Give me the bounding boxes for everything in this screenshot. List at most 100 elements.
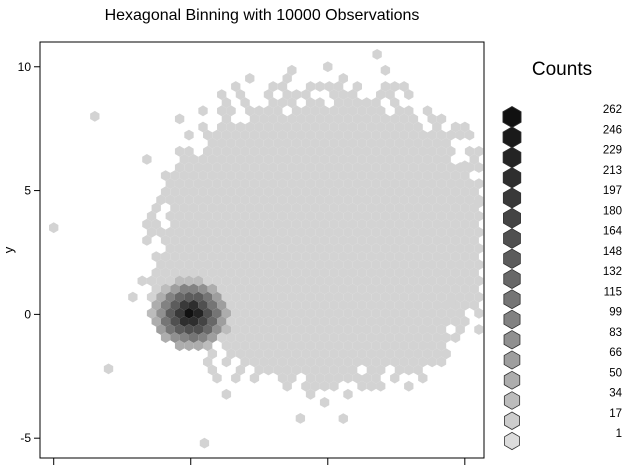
hex-bin [446,243,456,254]
hex-bin [390,259,400,271]
hex-bin [179,267,189,279]
hex-bin [408,356,419,368]
hex-bin [333,113,344,125]
hex-bin [418,210,428,222]
hex-bin [343,291,353,303]
hex-bin [474,291,484,303]
hex-bin [352,307,362,319]
hex-bin [319,235,330,246]
hex-bin [436,259,447,271]
hex-bin [394,235,405,246]
hex-bin [310,299,320,311]
hex-bin [436,210,447,222]
hex-bin [259,243,269,254]
hex-bin [404,267,414,279]
hex-bin [427,340,437,352]
hex-bin [352,97,362,109]
hex-bin [338,218,348,230]
hex-bin [352,275,362,287]
hex-bin [240,275,250,287]
hex-bin [427,324,437,335]
y-tick-label: 10 [18,60,32,74]
hex-bin [422,316,433,327]
hex-bin [193,210,203,222]
hex-bin [362,113,372,125]
hex-bin [376,105,386,117]
hex-bin [160,267,171,279]
hex-bin [198,235,208,246]
hex-bin [142,218,152,230]
hex-bin [305,162,316,173]
hex-bin [226,202,236,214]
hex-bin [221,226,232,238]
hex-bin [291,137,302,149]
hex-bin [366,121,377,133]
hex-bin [165,259,175,271]
hex-bin [324,291,334,303]
hex-bin [347,186,358,198]
hex-bin [422,299,433,311]
hex-bin [333,129,344,141]
hex-bin [469,251,479,262]
hex-bin [464,194,475,206]
hex-bin [408,145,419,157]
hex-bin [240,226,250,238]
hex-bin [390,324,400,335]
hex-bin [235,251,246,262]
hex-bin [394,251,405,262]
hex-bin [380,210,391,222]
hex-bin [249,259,260,271]
hex-bin [315,340,325,352]
hex-bin [460,299,470,311]
hex-bin [240,194,250,206]
hex-bin [376,332,386,343]
hex-bin [179,186,189,198]
hex-bin [338,283,348,295]
legend: 262 246 229 213 197 180 164 148 132 115 99 83 66 50 34… [502,104,623,451]
hex-bin [151,283,161,295]
hex-bin [357,186,367,198]
hex-bin [343,356,353,368]
hex-bin [212,129,222,141]
hex-bin [221,275,232,287]
hex-bin [240,178,250,190]
hex-bin [408,113,419,125]
hex-bin [347,218,358,230]
hex-bin [231,129,241,141]
hex-bin [404,121,414,133]
hex-bin [217,137,227,149]
hex-bin [221,291,232,303]
hex-bin [142,154,152,165]
hex-bin [413,235,423,246]
hex-bin [324,113,334,125]
legend-label: 50 [609,367,622,379]
hex-bin [198,170,208,181]
hex-bin [371,243,381,254]
hex-bin [282,154,292,165]
hex-bin [329,235,339,246]
hex-bin [469,235,479,246]
hex-bin [469,154,479,165]
hex-bin [282,89,292,100]
hex-bin [352,145,362,157]
hex-bin [226,218,236,230]
hex-bin [188,235,199,246]
hex-bin [422,348,433,360]
hex-bin [231,259,241,271]
hex-bin [287,243,297,254]
hex-bin [371,340,381,352]
hex-bin [347,137,358,149]
hex-bin [324,194,334,206]
hex-bin [301,316,311,327]
hex-bin [217,283,227,295]
legend-swatch [502,167,522,189]
hex-bin [287,356,297,368]
hex-bin [329,218,339,230]
hex-bin [179,218,189,230]
hex-bin [422,137,433,149]
hex-bin [338,348,348,360]
hex-bin [249,356,260,368]
hex-bin [413,170,423,181]
hex-bin [249,113,260,125]
legend-label: 213 [603,165,622,177]
